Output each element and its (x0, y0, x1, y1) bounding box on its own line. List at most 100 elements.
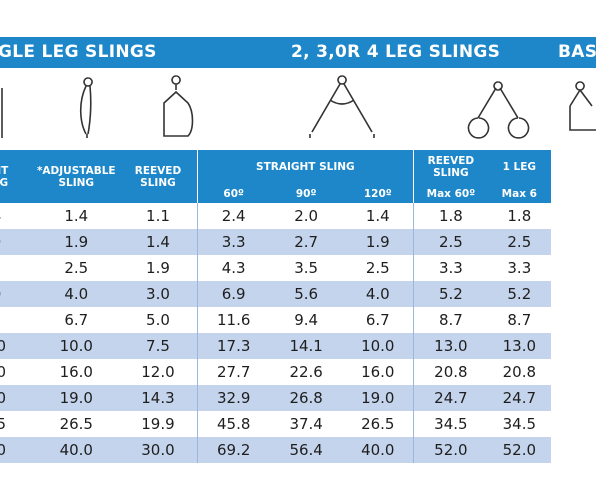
header-angle: Max 60º (413, 184, 488, 203)
header-cell: REEVED SLING (413, 150, 488, 184)
table-cell: 24.7 (413, 385, 488, 411)
table-cell: 3.0 (119, 281, 198, 307)
table-cell: 6.9 (196, 281, 270, 307)
table-row: 9.019.014.332.926.819.024.724.7 (0, 385, 551, 411)
table-cell: 45.8 (196, 411, 270, 437)
table-cell: 1.4 (64, 207, 89, 225)
table-cell: 3.3 (413, 255, 488, 281)
header-angle: Max 6 (487, 184, 551, 203)
table-row: .4 1.4 1.1 2.4 2.0 1.4 1.8 1.8 (0, 203, 551, 229)
table-cell: 3.3 (507, 259, 532, 277)
section-title: 2, 3,0R 4 LEG SLINGS (291, 42, 501, 62)
table-cell: 17.3 (196, 333, 270, 359)
header-group: STRAIGHT SLING (196, 150, 414, 184)
table-cell: 10.0 (33, 333, 120, 359)
table-cell: 34.5 (413, 411, 488, 437)
table-cell: 2.5 (365, 259, 390, 277)
table-cell: 22.6 (289, 363, 323, 381)
table-cell: 6.0 (0, 363, 7, 381)
table-cell: .7 (0, 307, 33, 333)
table-cell: 5.2 (413, 281, 488, 307)
table-cell: 3.5 (294, 259, 319, 277)
section-bar: GLE LEG SLINGS 2, 3,0R 4 LEG SLINGS BAS (0, 37, 596, 68)
table-cell: 13.0 (487, 333, 551, 359)
header-cell: IGHTLING (0, 150, 34, 203)
table-cell: .0 (0, 281, 34, 307)
table-cell: 30.0 (119, 437, 198, 463)
table-cell: 5.0 (146, 311, 170, 329)
section-title: BAS (558, 42, 596, 62)
table-cell: 27.7 (196, 359, 270, 385)
table-cell: 19.0 (342, 385, 414, 411)
table-row: 6.5 26.5 19.9 45.8 37.4 26.5 34.5 34.5 (0, 411, 551, 437)
table-cell: 4.3 (196, 255, 270, 281)
table-row: .91.91.43.32.71.92.52.5 (0, 229, 551, 255)
table-cell: 4.0 (33, 281, 120, 307)
table-cell: 0.0 (0, 437, 34, 463)
table-cell: 1.8 (413, 203, 488, 229)
table-cell: 2.4 (196, 203, 270, 229)
table-cell: 2.0 (294, 207, 319, 225)
table-cell: 2.5 (487, 229, 551, 255)
table-cell: 56.4 (269, 437, 343, 463)
table-row: 0.040.030.069.256.440.052.052.0 (0, 437, 551, 463)
table-cell: 16.0 (361, 363, 395, 381)
header-angle: 60º (196, 184, 270, 203)
header-cell: *ADJUSTABLE SLING (33, 150, 120, 203)
table-row: 0.010.07.517.314.110.013.013.0 (0, 333, 551, 359)
table-cell: .4 (0, 203, 33, 229)
table-cell: 14.1 (269, 333, 343, 359)
table-cell: 9.4 (294, 311, 319, 329)
table-row: .5 2.5 1.9 4.3 3.5 2.5 3.3 3.3 (0, 255, 551, 281)
table-cell: 5.6 (269, 281, 343, 307)
table-cell: .5 (0, 255, 33, 281)
table-cell: 1.8 (507, 207, 532, 225)
table-cell: 20.8 (413, 359, 488, 385)
table-cell: 8.7 (413, 307, 488, 333)
table-cell: 32.9 (196, 385, 270, 411)
table-cell: 10.0 (342, 333, 414, 359)
header-angle: 120º (342, 184, 414, 203)
table-cell: 1.9 (146, 259, 170, 277)
table-cell: 6.7 (64, 311, 89, 329)
table-cell: 24.7 (487, 385, 551, 411)
table-cell: 69.2 (196, 437, 270, 463)
table-cell: 4.0 (342, 281, 414, 307)
table-cell: 26.5 (59, 415, 93, 433)
header-cell: 1 LEG (487, 150, 551, 184)
table-cell: 52.0 (413, 437, 488, 463)
table-row: .04.03.06.95.64.05.25.2 (0, 281, 551, 307)
table-cell: 2.7 (269, 229, 343, 255)
table-cell: 26.5 (361, 415, 395, 433)
table-cell: 1.4 (119, 229, 198, 255)
table-cell: 40.0 (33, 437, 120, 463)
table-cell: 19.9 (141, 415, 175, 433)
table-cell: 6.5 (0, 415, 7, 433)
table-cell: 1.4 (365, 207, 390, 225)
table-cell: 1.9 (342, 229, 414, 255)
table-cell: 16.0 (59, 363, 93, 381)
table-cell: 8.7 (507, 311, 532, 329)
table-cell: 20.8 (502, 363, 537, 381)
header-angle: 90º (269, 184, 343, 203)
table-cell: 26.8 (269, 385, 343, 411)
table-cell: 40.0 (342, 437, 414, 463)
table-cell: 1.1 (146, 207, 170, 225)
table-cell: 12.0 (141, 363, 175, 381)
table-cell: 19.0 (33, 385, 120, 411)
table-row: 6.0 16.0 12.0 27.7 22.6 16.0 20.8 20.8 (0, 359, 551, 385)
table-cell: 14.3 (119, 385, 198, 411)
table-body: .41.41.12.42.01.41.81.8.91.91.43.32.71.9… (0, 203, 551, 463)
table-cell: 37.4 (289, 415, 323, 433)
table-cell: 34.5 (502, 415, 537, 433)
table-cell: 6.7 (365, 311, 390, 329)
table-cell: 9.0 (0, 385, 34, 411)
table-cell: .9 (0, 229, 34, 255)
table-row: .7 6.7 5.0 11.6 9.4 6.7 8.7 8.7 (0, 307, 551, 333)
table-cell: 52.0 (487, 437, 551, 463)
table-cell: 11.6 (196, 307, 270, 333)
table-cell: 7.5 (119, 333, 198, 359)
header-cell: REEVED SLING (119, 150, 198, 203)
